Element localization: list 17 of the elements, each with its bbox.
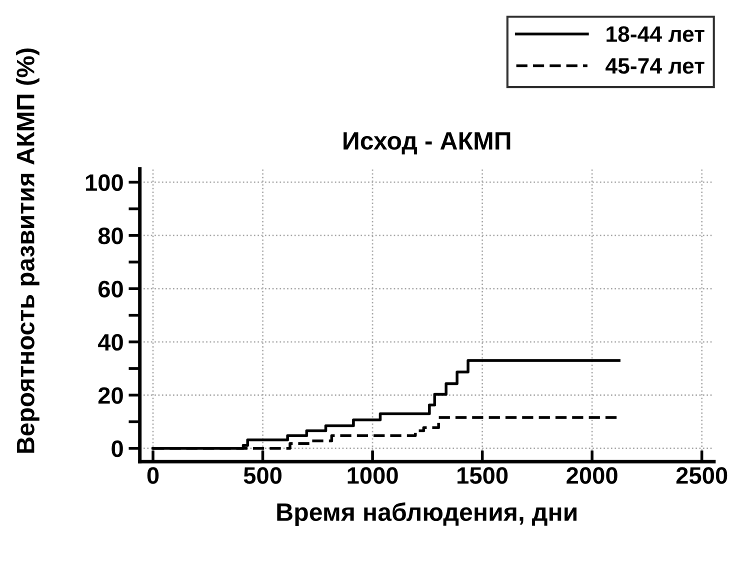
y-tick-label: 20	[98, 387, 123, 404]
x-tick-label: 1500	[458, 467, 508, 484]
x-tick-label: 2000	[566, 467, 618, 484]
y-tick-label: 0	[112, 440, 123, 458]
x-tick-label: 1000	[348, 467, 398, 484]
y-tick-label: 40	[98, 334, 123, 351]
y-tick-label: 100	[86, 174, 123, 191]
y-tick-label: 80	[98, 228, 123, 244]
x-axis-title: Время наблюдения, дни	[277, 502, 576, 526]
x-tick-label: 500	[244, 467, 282, 484]
legend-label: 45-74 лет	[606, 58, 704, 74]
y-tick-label: 60	[98, 280, 123, 298]
legend-label: 18-44 лет	[606, 26, 704, 42]
x-tick-label: 0	[147, 467, 159, 484]
y-axis-title: Вероятность развития АКМП (%)	[16, 48, 40, 453]
x-tick-label: 2500	[676, 467, 728, 484]
chart-title: Исход - АКМП	[344, 132, 510, 154]
